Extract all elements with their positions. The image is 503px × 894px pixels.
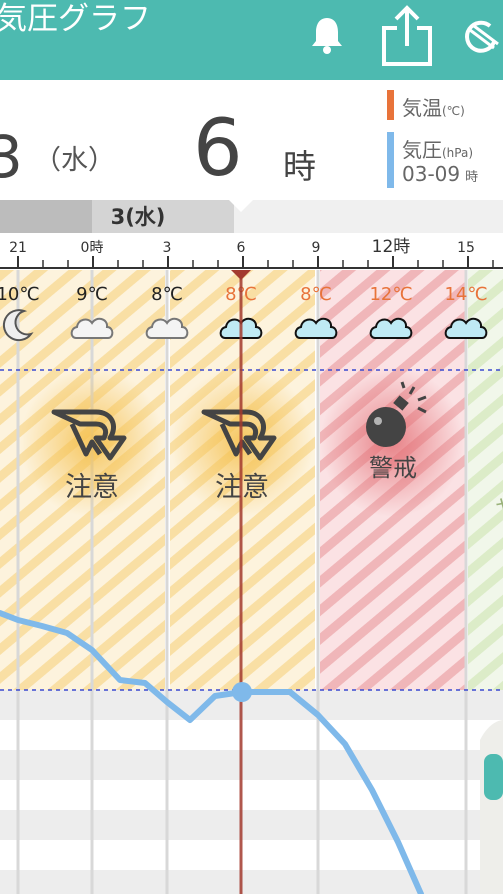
app-header: 気圧グラフ	[0, 0, 503, 80]
temperature-label: 10℃	[0, 284, 40, 305]
selected-hour: 6	[193, 104, 243, 194]
caution-arrow-icon	[201, 409, 277, 461]
timeline-ruler[interactable]: 3(水) 21 0時 3 6 9 12時 15	[0, 200, 503, 270]
current-time-marker	[231, 270, 251, 280]
pressure-legend-label: 気圧(hPa)	[402, 138, 474, 162]
partial-alert-label: ヤ	[495, 495, 503, 519]
hour-label: 3	[163, 240, 172, 256]
hour-label: 6	[237, 240, 246, 256]
alert-column	[0, 270, 20, 690]
hour-label: 9	[312, 240, 321, 256]
temperature-row: 10℃9℃8℃8℃8℃12℃14℃	[0, 284, 488, 305]
cloud-icon	[145, 317, 189, 339]
hour-label: 0時	[81, 240, 104, 256]
current-pressure-point	[232, 682, 252, 702]
alert-column	[468, 270, 503, 690]
pressure-chart[interactable]: 注意 注意 警戒 ヤ 10℃9℃8℃8℃8℃12℃14℃	[0, 270, 503, 894]
cloud-icon	[294, 317, 338, 339]
alert-caution-1[interactable]: 注意	[51, 409, 127, 503]
temperature-label: 8℃	[300, 284, 332, 305]
future-band	[234, 200, 503, 233]
timeline-pointer	[229, 200, 253, 212]
temperature-label: 8℃	[151, 284, 183, 305]
ruler-bg	[0, 233, 503, 270]
pressure-timestamp: 03-09 時	[402, 162, 479, 186]
mascot-icon	[480, 720, 503, 894]
prev-day-band	[0, 200, 92, 233]
temperature-label: 12℃	[369, 284, 412, 305]
summary-panel	[0, 80, 503, 200]
alert-label: 注意	[65, 472, 119, 503]
temperature-legend-swatch	[387, 90, 394, 120]
app-title: 気圧グラフ	[0, 1, 151, 37]
share-icon[interactable]	[380, 4, 434, 68]
day-label: 3(水)	[111, 205, 166, 229]
caution-arrow-icon	[51, 409, 127, 461]
selected-day: 3	[0, 123, 23, 191]
pressure-line	[0, 610, 424, 894]
hour-label: 12時	[372, 237, 411, 257]
temperature-label: 14℃	[444, 284, 487, 305]
bomb-icon	[366, 381, 427, 447]
hour-label: 15	[457, 240, 475, 256]
bell-icon[interactable]	[308, 14, 346, 56]
moon-icon	[2, 309, 34, 342]
hour-unit: 時	[283, 147, 316, 186]
weather-row	[2, 309, 488, 342]
hour-label: 21	[9, 240, 27, 256]
cloud-icon	[369, 317, 413, 339]
alert-label: 警戒	[369, 454, 417, 482]
alert-warning-1[interactable]: 警戒	[366, 381, 427, 482]
temperature-legend-label: 気温(℃)	[402, 96, 465, 120]
pressure-legend-swatch	[387, 132, 394, 188]
ruler-ticks	[17, 256, 494, 268]
selected-weekday: （水）	[34, 145, 115, 176]
cloud-icon	[70, 317, 114, 339]
temperature-label: 9℃	[76, 284, 108, 305]
alert-caution-2[interactable]: 注意	[201, 409, 277, 503]
hour-labels: 21 0時 3 6 9 12時 15	[9, 237, 475, 257]
cloud-icon	[444, 317, 488, 339]
sync-icon[interactable]	[460, 18, 503, 58]
